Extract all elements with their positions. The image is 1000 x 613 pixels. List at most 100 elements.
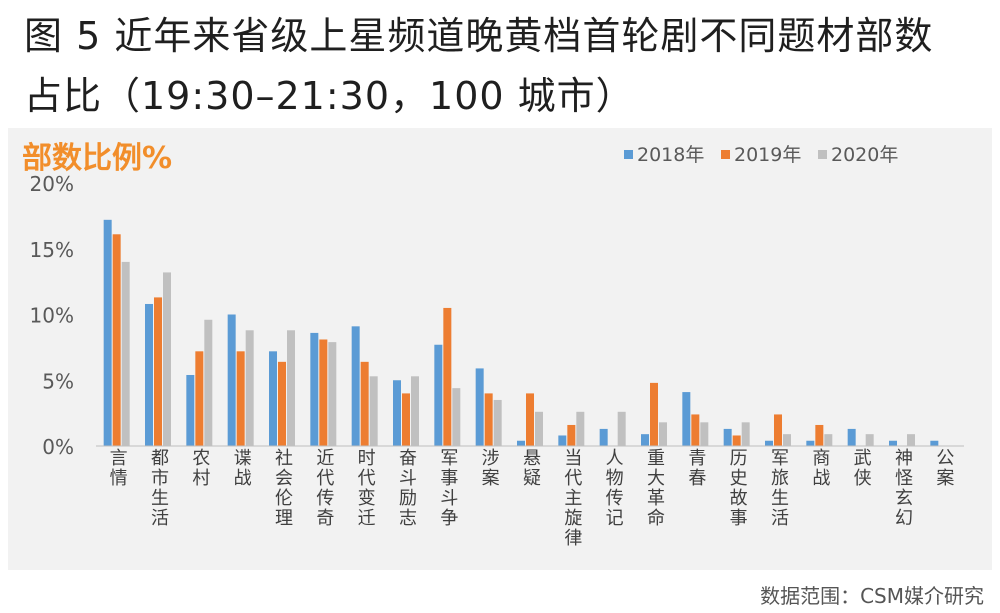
bar-2020年-当代主旋律 [576, 411, 585, 446]
figure-title: 图 5 近年来省级上星频道晚黄档首轮剧不同题材部数 占比（19:30–21:30… [24, 6, 984, 126]
bar-2018年-重大革命 [641, 434, 649, 446]
figure-title-line1: 图 5 近年来省级上星频道晚黄档首轮剧不同题材部数 [24, 14, 934, 58]
x-tick-label: 商战 [812, 448, 830, 489]
bar-2018年-时代变迁 [351, 326, 360, 446]
bar-2019年-商战 [815, 424, 824, 446]
bar-2019年-社会伦理 [278, 361, 286, 446]
bar-2020年-奋斗励志 [411, 376, 419, 446]
x-tick-label: 军旅生活 [771, 448, 789, 529]
y-tick-label: 5% [42, 369, 74, 393]
x-tick-label: 神怪玄幻 [895, 448, 913, 529]
bar-2020年-武侠 [865, 434, 874, 446]
bar-2020年-军旅生活 [783, 434, 791, 446]
legend-swatch [721, 150, 730, 159]
x-tick-label: 武侠 [854, 448, 872, 489]
bar-2018年-近代传奇 [310, 332, 319, 446]
figure-title-line2: 占比（19:30–21:30，100 城市） [24, 74, 635, 118]
bar-2018年-奋斗励志 [393, 380, 401, 446]
bar-2018年-公案 [930, 440, 939, 446]
x-tick-label: 青春 [688, 448, 706, 489]
bar-2020年-人物传记 [617, 411, 626, 446]
bar-2020年-涉案 [493, 399, 502, 446]
legend-swatch [624, 150, 633, 159]
bar-2020年-都市生活 [163, 272, 171, 446]
bar-2019年-历史故事 [732, 435, 741, 446]
bar-2018年-神怪玄幻 [889, 440, 897, 446]
bar-2019年-奋斗励志 [402, 393, 410, 446]
x-tick-label: 悬疑 [523, 448, 541, 489]
bar-2020年-重大革命 [659, 422, 667, 446]
bar-2019年-农村 [195, 351, 204, 446]
bar-2018年-悬疑 [517, 440, 525, 446]
x-tick-label: 公案 [936, 448, 954, 489]
x-tick-label: 言情 [110, 448, 128, 489]
bar-2019年-悬疑 [526, 393, 534, 446]
x-tick-label: 农村 [192, 448, 210, 489]
source-note: 数据范围：CSM媒介研究 [760, 584, 984, 608]
legend: 2018年 2019年 2020年 [624, 144, 898, 166]
bar-2018年-涉案 [475, 368, 484, 446]
bar-2019年-涉案 [484, 393, 493, 446]
bar-2020年-时代变迁 [369, 376, 378, 446]
y-axis-label: 部数比例% [22, 141, 172, 176]
bar-2018年-青春 [682, 392, 691, 446]
bar-2020年-商战 [824, 434, 833, 446]
bar-2020年-神怪玄幻 [907, 434, 915, 446]
bar-2020年-悬疑 [535, 411, 543, 446]
bar-2018年-谍战 [227, 314, 236, 446]
bar-2019年-近代传奇 [319, 339, 328, 446]
bar-2018年-言情 [103, 219, 112, 446]
y-tick-label: 0% [42, 435, 74, 459]
x-tick-label: 当代主旋律 [564, 448, 582, 549]
bar-2018年-当代主旋律 [558, 435, 567, 446]
x-tick-label: 军事斗争 [440, 448, 458, 529]
bar-2020年-言情 [121, 261, 130, 446]
bar-2019年-都市生活 [154, 297, 162, 446]
bar-2019年-军旅生活 [774, 414, 782, 446]
legend-label: 2020年 [831, 144, 898, 166]
bar-2019年-时代变迁 [360, 361, 369, 446]
bar-2018年-都市生活 [145, 303, 153, 446]
x-tick-label: 谍战 [234, 448, 252, 489]
bar-2019年-重大革命 [650, 382, 658, 446]
legend-label: 2019年 [734, 144, 801, 166]
bar-2019年-军事斗争 [443, 307, 452, 446]
bar-2018年-商战 [806, 440, 815, 446]
legend-label: 2018年 [637, 144, 704, 166]
bar-2019年-青春 [691, 414, 700, 446]
bar-2018年-武侠 [847, 428, 856, 446]
bar-2018年-军事斗争 [434, 344, 443, 446]
x-tick-label: 时代变迁 [358, 448, 376, 529]
bar-chart: 部数比例% 2018年 2019年 2020年 0% 5% 10% 15% 20% 言情都市… [22, 141, 964, 549]
y-tick-label: 15% [30, 238, 74, 262]
bar-2018年-军旅生活 [765, 440, 773, 446]
bar-2020年-历史故事 [741, 422, 750, 446]
x-tick-label: 历史故事 [730, 448, 748, 529]
y-tick-label: 10% [30, 304, 74, 328]
bar-2020年-近代传奇 [328, 342, 337, 446]
x-tick-label: 人物传记 [606, 448, 624, 529]
bar-2019年-言情 [112, 234, 121, 446]
x-tick-label: 都市生活 [151, 448, 169, 529]
y-axis: 0% 5% 10% 15% 20% [30, 172, 74, 459]
x-tick-label: 涉案 [482, 448, 500, 489]
bar-2020年-青春 [700, 422, 709, 446]
bar-2018年-历史故事 [723, 428, 732, 446]
bar-2019年-谍战 [236, 351, 245, 446]
bar-2019年-当代主旋律 [567, 424, 576, 446]
bar-2020年-谍战 [245, 330, 254, 446]
bar-2018年-农村 [186, 374, 195, 446]
x-tick-label: 社会伦理 [275, 448, 293, 529]
bars [103, 219, 939, 446]
chart-panel: 部数比例% 2018年 2019年 2020年 0% 5% 10% 15% 20% 言情 都市… [8, 128, 992, 570]
legend-swatch [818, 150, 827, 159]
bar-2020年-农村 [204, 319, 213, 446]
x-tick-label: 近代传奇 [316, 448, 334, 529]
y-tick-label: 20% [30, 172, 74, 196]
bar-2020年-社会伦理 [287, 330, 295, 446]
bar-2020年-军事斗争 [452, 388, 461, 446]
x-tick-label: 奋斗励志 [399, 448, 417, 529]
bar-2018年-社会伦理 [269, 351, 277, 446]
x-tick-label: 重大革命 [647, 448, 665, 529]
